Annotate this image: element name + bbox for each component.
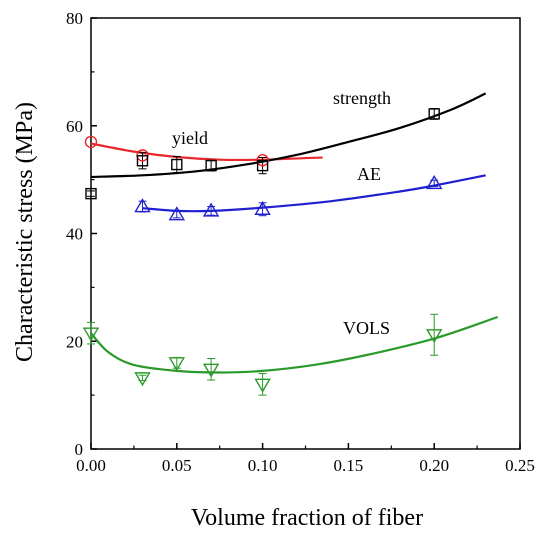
- data-point-strength: [256, 159, 269, 172]
- fit-curve-vols: [90, 315, 499, 374]
- y-tick-label: 60: [66, 117, 83, 136]
- x-tick-label: 0.15: [334, 456, 364, 475]
- fit-curve-yield: [90, 142, 323, 162]
- data-point-strength: [136, 155, 149, 167]
- y-axis-title: Characteristic stress (MPa): [12, 102, 38, 362]
- axes: 0.00 0.05 0.10 0.15 0.20 0.25 0 20 40 60 80: [66, 9, 535, 475]
- data-point-vols: [254, 378, 271, 393]
- series-label-ae: AE: [357, 164, 381, 184]
- data-point-vols: [425, 329, 443, 344]
- error-bar-vols: [172, 356, 181, 369]
- data-point-strength: [171, 158, 183, 171]
- error-bar-ae: [138, 200, 147, 213]
- data-point-ae: [254, 200, 271, 215]
- y-tick-label: 20: [66, 332, 83, 351]
- data-point-vols: [134, 372, 151, 387]
- plot-frame: [90, 17, 521, 450]
- x-tick-label: 0.10: [248, 456, 278, 475]
- data-markers: [82, 108, 443, 393]
- data-point-yield: [84, 135, 98, 149]
- data-point-ae: [425, 175, 443, 190]
- y-tick-label: 40: [66, 225, 83, 244]
- labels: Volume fraction of fiber Characteristic …: [12, 88, 423, 531]
- data-point-ae: [168, 206, 186, 221]
- data-point-strength: [85, 187, 97, 200]
- series-label-vols: VOLS: [343, 318, 390, 338]
- x-tick-label: 0.25: [505, 456, 535, 475]
- data-point-ae: [202, 202, 220, 217]
- x-tick-label: 0.20: [419, 456, 449, 475]
- y-tick-label: 0: [75, 440, 84, 459]
- fit-curves: [90, 92, 499, 374]
- fit-curve-ae: [142, 174, 486, 213]
- fit-curve-strength: [90, 92, 487, 179]
- series-label-strength: strength: [333, 88, 391, 108]
- data-point-vols: [168, 357, 186, 372]
- series-label-yield: yield: [172, 128, 208, 148]
- x-tick-label: 0.00: [76, 456, 106, 475]
- error-bar-vols: [430, 313, 439, 356]
- data-point-vols: [202, 363, 220, 378]
- error-bar-strength: [87, 190, 95, 197]
- x-tick-label: 0.05: [162, 456, 192, 475]
- data-point-strength: [205, 159, 217, 172]
- data-point-ae: [134, 198, 151, 213]
- x-axis-title: Volume fraction of fiber: [191, 505, 423, 531]
- data-point-vols: [82, 327, 100, 342]
- y-tick-label: 80: [66, 9, 83, 28]
- data-point-strength: [428, 108, 440, 120]
